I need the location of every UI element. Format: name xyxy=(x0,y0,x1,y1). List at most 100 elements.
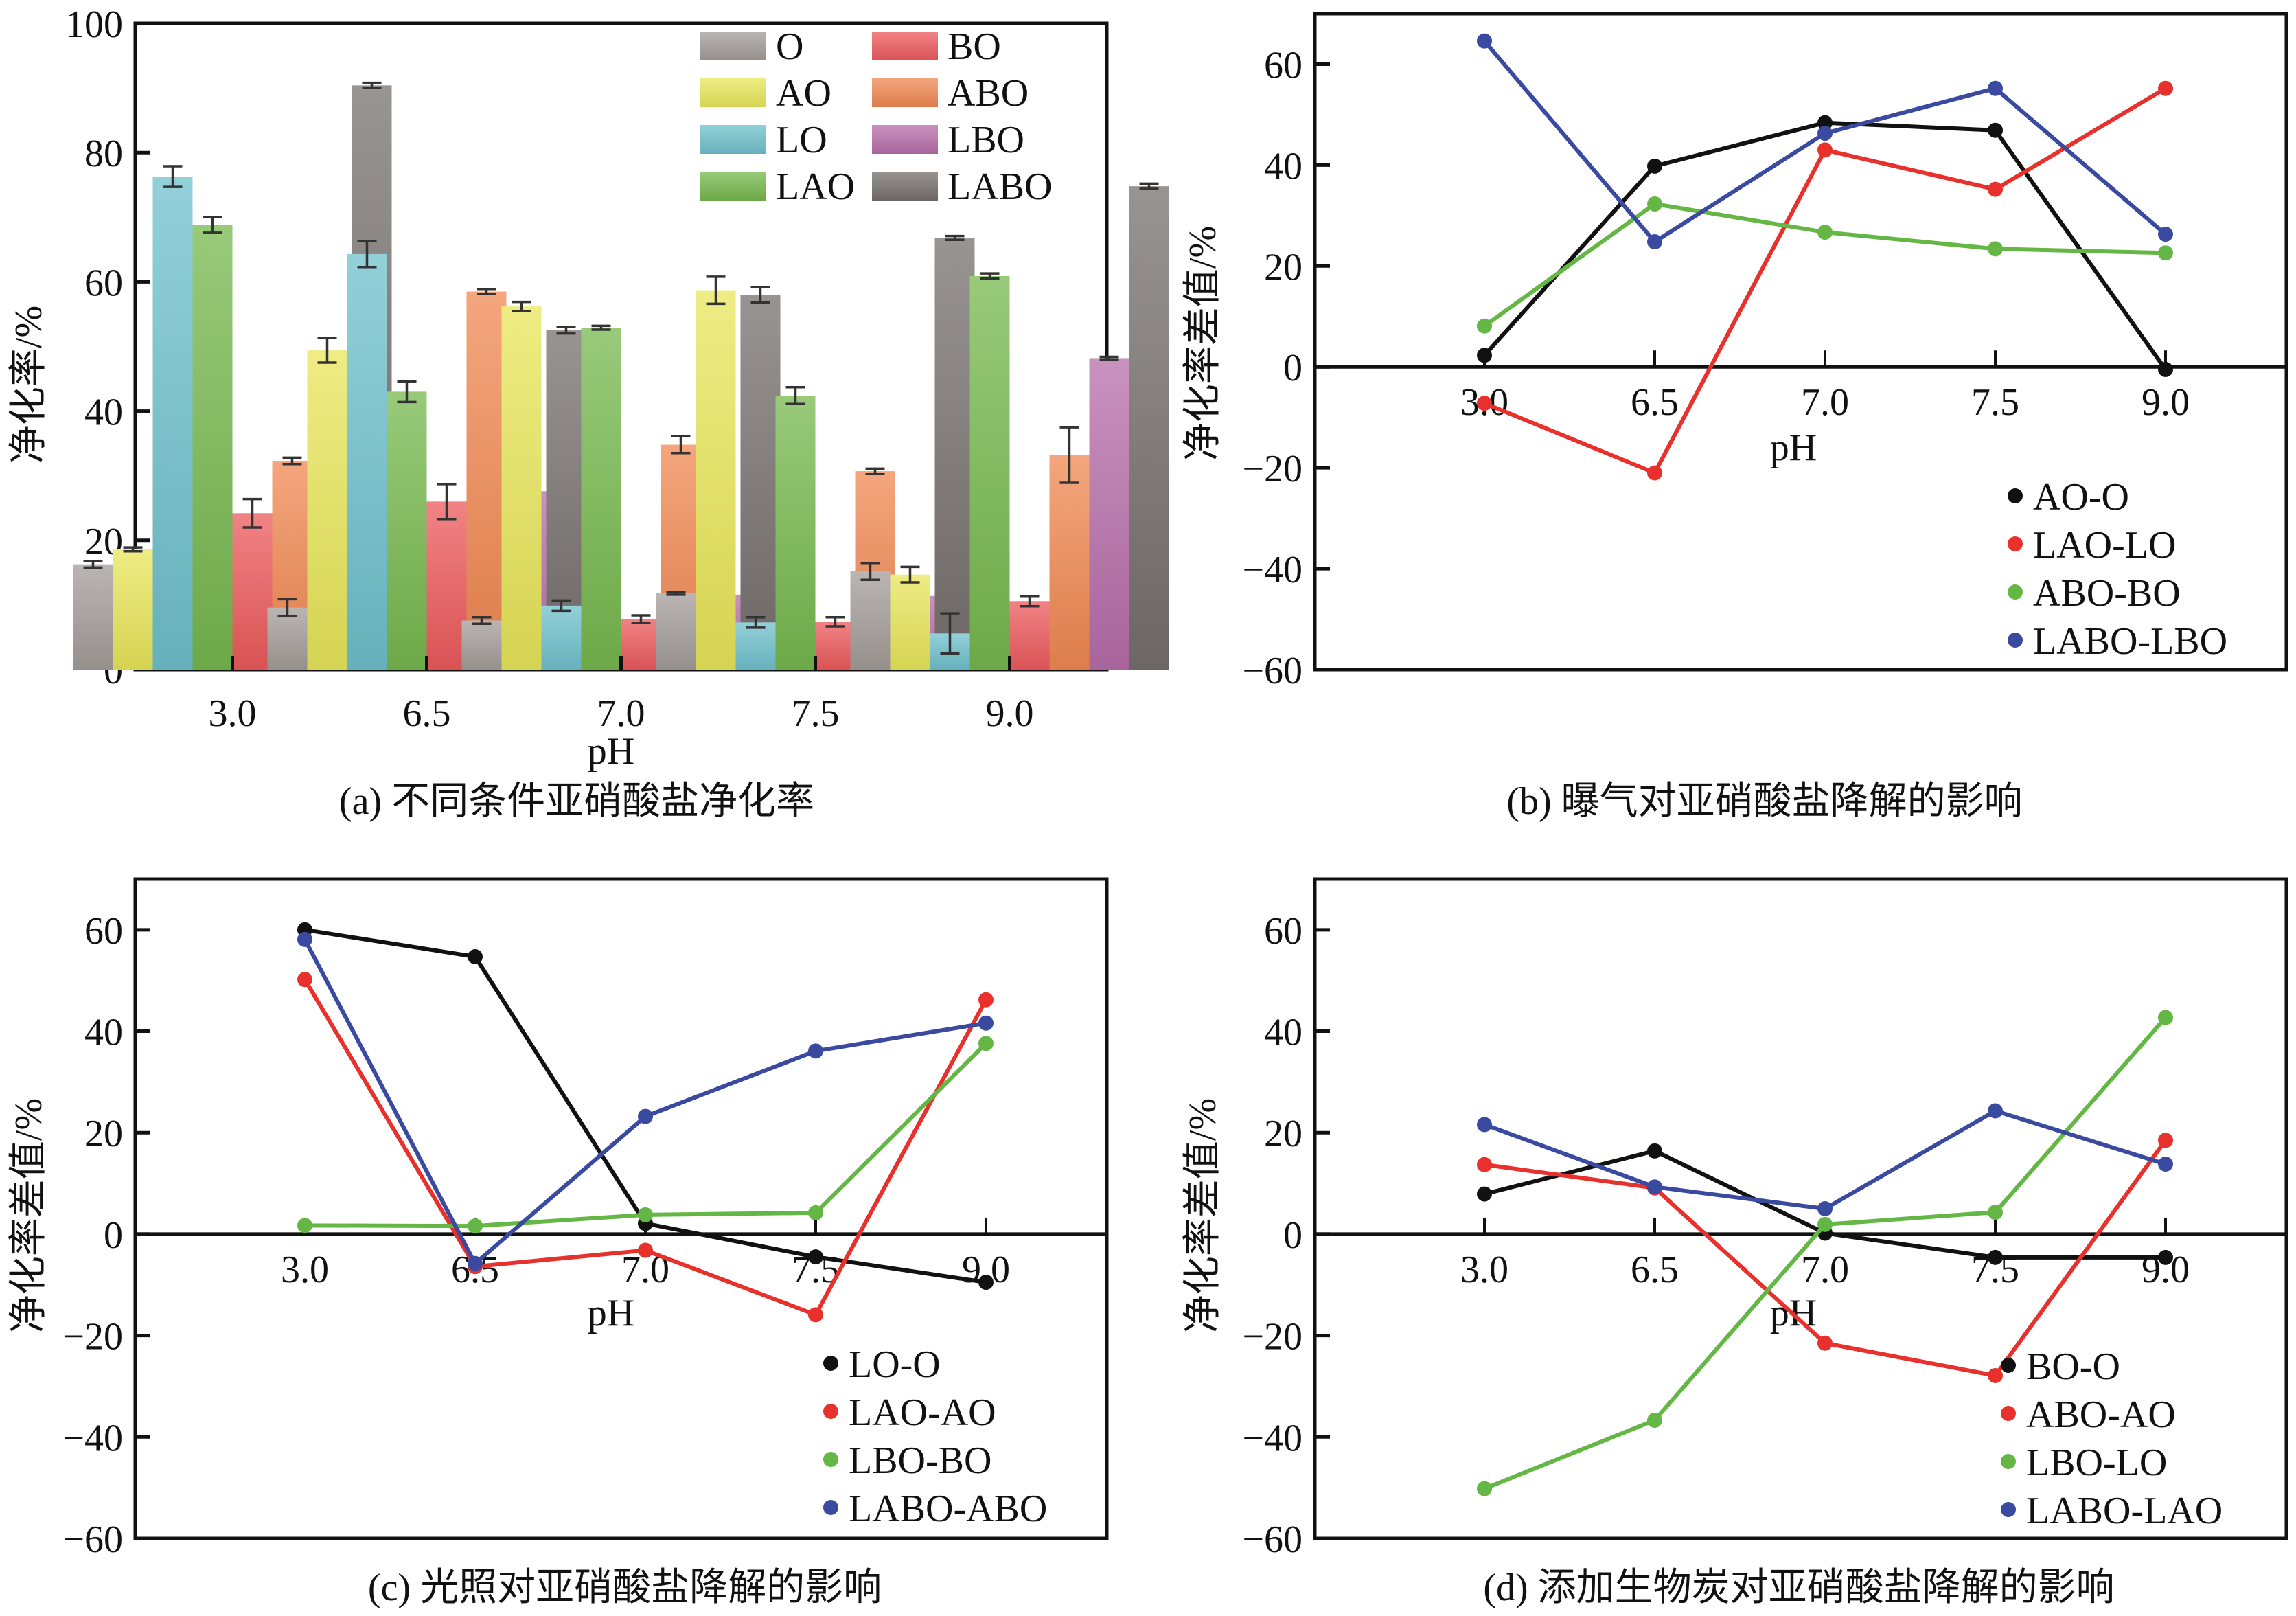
bar-ABO xyxy=(466,291,507,670)
panel-b-ylabel: 净化率差值/% xyxy=(1182,226,1224,461)
data-point-LABO-ABO xyxy=(808,1043,823,1059)
y-tick-label: 20 xyxy=(84,1113,123,1155)
y-tick-label: −60 xyxy=(1242,1518,1302,1561)
legend-marker-ABO-AO xyxy=(2001,1406,2016,1421)
legend-label-LABO-ABO: LABO-ABO xyxy=(849,1488,1047,1530)
data-point-LBO-BO xyxy=(468,1218,483,1234)
legend-label-LBO-BO: LBO-BO xyxy=(849,1439,991,1482)
legend-label-LABO-LBO: LABO-LBO xyxy=(2033,620,2227,663)
data-point-LO-O xyxy=(808,1249,823,1265)
data-point-AO-O xyxy=(1647,158,1662,174)
bar-AO xyxy=(307,350,347,670)
x-tick-label: 3.0 xyxy=(209,692,257,735)
legend-marker-LAO-LO xyxy=(2008,536,2023,551)
legend-label-ABO-BO: ABO-BO xyxy=(2033,572,2181,615)
data-point-LABO-LBO xyxy=(1477,33,1492,49)
legend-marker-LO-O xyxy=(823,1356,838,1371)
x-tick-label: 7.5 xyxy=(792,692,840,735)
y-tick-label: −40 xyxy=(1242,549,1302,591)
panel-c-xlabel: pH xyxy=(588,1292,634,1334)
bar-BO xyxy=(621,619,661,670)
panel-d-caption: (d) 添加生物炭对亚硝酸盐降解的影响 xyxy=(1483,1567,2114,1609)
legend-label-LABO: LABO xyxy=(948,166,1052,208)
data-point-LABO-ABO xyxy=(978,1015,994,1031)
data-point-LABO-LAO xyxy=(1477,1117,1492,1133)
y-tick-label: 20 xyxy=(1264,246,1302,288)
legend-label-AO: AO xyxy=(776,72,831,115)
panel-a-ylabel: 净化率/% xyxy=(8,306,50,464)
legend-swatch-LAO xyxy=(700,172,766,201)
y-tick-label: 40 xyxy=(1264,145,1302,187)
y-tick-label: −20 xyxy=(1242,448,1302,490)
panel-d-plot-frame xyxy=(1313,877,2288,1540)
x-tick-label: 6.5 xyxy=(1631,381,1679,424)
panel-c-plot-frame xyxy=(133,877,1109,1540)
panel-d-line-chart: (d) 添加生物炭对亚硝酸盐降解的影响 pH 净化率差值/% −60−40−20… xyxy=(1182,877,2288,1609)
panel-c-ylabel: 净化率差值/% xyxy=(8,1098,50,1333)
y-tick-label: −40 xyxy=(62,1417,123,1459)
legend-label-BO: BO xyxy=(948,25,1001,68)
bar-BO xyxy=(426,501,467,670)
legend-marker-ABO-BO xyxy=(2008,584,2023,600)
bar-BO xyxy=(815,622,856,670)
data-point-LABO-ABO xyxy=(468,1255,483,1271)
data-point-BO-O xyxy=(1647,1143,1662,1159)
data-point-LAO-LO xyxy=(1817,142,1833,158)
bar-O xyxy=(461,620,502,670)
legend-label-BO-O: BO-O xyxy=(2026,1345,2120,1388)
legend-label-LAO: LAO xyxy=(776,166,855,208)
data-point-LO-O xyxy=(978,1275,994,1290)
bar-LO xyxy=(347,253,387,670)
legend-label-ABO: ABO xyxy=(948,72,1029,115)
data-point-BO-O xyxy=(2158,1249,2173,1265)
data-point-LAO-LO xyxy=(2158,80,2173,96)
data-point-LAO-LO xyxy=(1988,181,2003,197)
panel-d-ylabel: 净化率差值/% xyxy=(1182,1098,1224,1333)
legend-label-LO: LO xyxy=(776,119,827,161)
legend-marker-BO-O xyxy=(2001,1358,2016,1373)
x-tick-label: 7.0 xyxy=(1801,381,1849,424)
x-tick-label: 7.0 xyxy=(597,692,645,735)
data-point-LABO-LAO xyxy=(1647,1179,1662,1195)
data-point-LABO-LBO xyxy=(1988,80,2003,96)
legend-swatch-ABO xyxy=(872,78,938,107)
legend-marker-LABO-LBO xyxy=(2008,633,2023,648)
bar-LO xyxy=(735,622,776,670)
panel-c-caption: (c) 光照对亚硝酸盐降解的影响 xyxy=(368,1567,882,1609)
bar-BO xyxy=(1009,601,1050,670)
y-tick-label: −20 xyxy=(62,1316,123,1358)
bar-O xyxy=(73,564,113,670)
x-tick-label: 7.0 xyxy=(1801,1249,1849,1291)
bar-AO xyxy=(113,549,153,670)
data-point-LBO-LO xyxy=(1647,1412,1662,1428)
bar-LABO xyxy=(740,295,781,670)
y-tick-label: 60 xyxy=(1264,910,1302,953)
legend-label-LAO-LO: LAO-LO xyxy=(2033,524,2176,567)
panel-a-caption: (a) 不同条件亚硝酸盐净化率 xyxy=(339,780,814,823)
series-line-ABO-BO xyxy=(1483,201,2166,328)
data-point-ABO-BO xyxy=(1988,241,2003,257)
panel-c-line-chart: (c) 光照对亚硝酸盐降解的影响 pH 净化率差值/% −60 −40 −20 0 20… xyxy=(8,877,1109,1609)
bar-AO xyxy=(890,574,930,670)
series-line-LABO-LBO xyxy=(1482,39,2167,244)
data-point-LABO-LAO xyxy=(2158,1157,2173,1172)
data-point-ABO-BO xyxy=(1477,318,1492,334)
legend-label-LBO-LO: LBO-LO xyxy=(2026,1442,2167,1484)
data-point-LBO-BO xyxy=(978,1036,994,1051)
x-tick-label: 7.5 xyxy=(1971,381,2019,424)
x-tick-label: 6.5 xyxy=(403,692,451,735)
data-point-LAO-LO xyxy=(1647,465,1662,481)
data-point-LBO-BO xyxy=(297,1218,312,1233)
y-tick-label: −40 xyxy=(1242,1417,1302,1459)
panel-b-caption: (b) 曝气对亚硝酸盐降解的影响 xyxy=(1506,780,2022,823)
x-tick-label: 3.0 xyxy=(1460,1249,1508,1291)
legend-marker-AO-O xyxy=(2008,488,2023,503)
panel-b-line-chart: (b) 曝气对亚硝酸盐降解的影响 pH 净化率差值/% −60 −40 −20 0 20… xyxy=(1182,12,2288,823)
data-point-LABO-ABO xyxy=(638,1108,653,1124)
y-tick-label: 60 xyxy=(84,910,123,953)
bar-O xyxy=(267,607,308,670)
data-point-AO-O xyxy=(1817,115,1833,130)
legend-marker-LBO-BO xyxy=(823,1452,838,1467)
legend-swatch-AO xyxy=(700,78,766,107)
